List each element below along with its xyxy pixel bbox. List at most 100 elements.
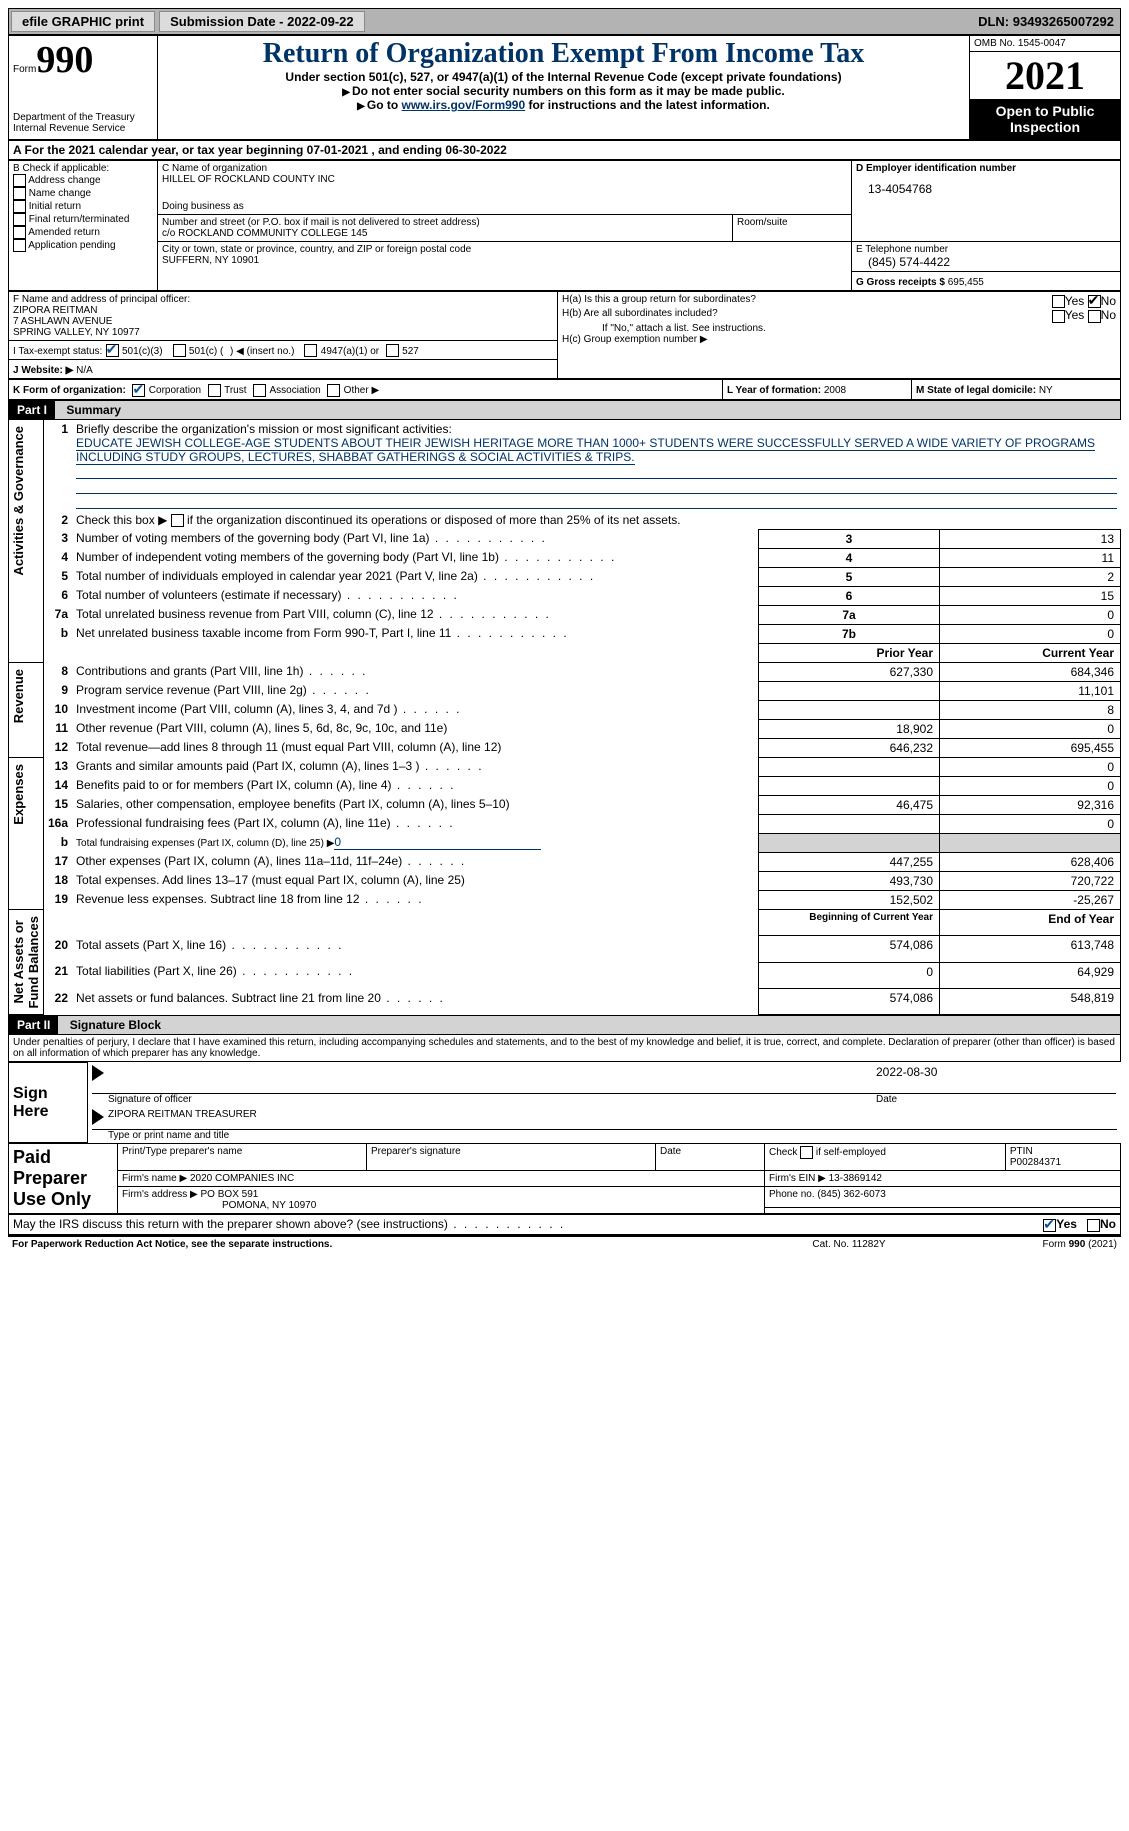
ha-yes[interactable] — [1052, 295, 1065, 308]
website-value: N/A — [73, 365, 92, 376]
city-label: City or town, state or province, country… — [162, 244, 847, 255]
submission-date: 2022-09-22 — [287, 14, 354, 29]
firm-addr1: PO BOX 591 — [201, 1189, 259, 1200]
dln-value: 93493265007292 — [1013, 14, 1114, 29]
row-7b: bNet unrelated business taxable income f… — [9, 624, 1121, 643]
chk-501c3[interactable] — [106, 344, 119, 357]
chk-pending[interactable] — [13, 239, 26, 252]
street-label: Number and street (or P.O. box if mail i… — [162, 217, 728, 228]
val-7b: 0 — [940, 624, 1121, 643]
dept-treasury: Department of the Treasury Internal Reve… — [13, 112, 153, 134]
prep-sig-label: Preparer's signature — [367, 1144, 656, 1171]
vtab-netassets: Net Assets or Fund Balances — [9, 909, 44, 1014]
d-label: D Employer identification number — [856, 163, 1016, 174]
goto-prefix: Go to — [367, 98, 402, 112]
line-2: Check this box ▶ if the organization dis… — [72, 511, 1120, 530]
period-begin: 07-01-2021 — [307, 143, 368, 157]
chk-self-employed[interactable] — [800, 1146, 813, 1159]
hb-yes[interactable] — [1052, 310, 1065, 323]
print-name-label: Print/Type preparer's name — [118, 1144, 367, 1171]
val-7a: 0 — [940, 605, 1121, 624]
hb-label: H(b) Are all subordinates included? — [562, 308, 1052, 322]
mission-text: EDUCATE JEWISH COLLEGE-AGE STUDENTS ABOU… — [76, 436, 1095, 465]
hb-note: If "No," attach a list. See instructions… — [562, 323, 1116, 334]
chk-final[interactable] — [13, 213, 26, 226]
sig-pointer-icon — [92, 1065, 104, 1081]
chk-name[interactable] — [13, 187, 26, 200]
prep-date-label: Date — [656, 1144, 765, 1171]
main-title: Return of Organization Exempt From Incom… — [162, 38, 965, 70]
submission-label: Submission Date - — [170, 14, 287, 29]
room-suite: Room/suite — [733, 215, 852, 242]
fundraising-exp: 0 — [334, 835, 341, 850]
ptin-value: P00284371 — [1010, 1157, 1061, 1168]
chk-4947[interactable] — [304, 344, 317, 357]
part1-title: Summary — [58, 403, 121, 417]
phone-value: (845) 574-4422 — [856, 255, 1116, 269]
ein-value: 13-4054768 — [856, 174, 1116, 196]
tax-year: 2021 — [970, 52, 1120, 99]
section-f: F Name and address of principal officer:… — [9, 292, 558, 341]
subtitle: Under section 501(c), 527, or 4947(a)(1)… — [162, 70, 965, 84]
k-label: K Form of organization: — [13, 385, 126, 396]
section-j: J Website: ▶ N/A — [9, 360, 558, 379]
chk-other[interactable] — [327, 384, 340, 397]
firm-ein: 13-3869142 — [829, 1173, 882, 1184]
sign-here: Sign Here — [9, 1063, 88, 1143]
form-number: 990 — [36, 39, 93, 81]
submission-date-box: Submission Date - 2022-09-22 — [159, 11, 365, 32]
row-rev-header: Prior YearCurrent Year — [9, 643, 1121, 662]
lbl-initial: Initial return — [29, 201, 81, 212]
chk-corp[interactable] — [132, 384, 145, 397]
discuss-no[interactable] — [1087, 1219, 1100, 1232]
section-c-name: C Name of organization HILLEL OF ROCKLAN… — [158, 161, 852, 215]
row-4: 4Number of independent voting members of… — [9, 548, 1121, 567]
chk-initial[interactable] — [13, 200, 26, 213]
period-middle: , and ending — [371, 143, 445, 157]
ha-no[interactable] — [1088, 295, 1101, 308]
hb-no[interactable] — [1088, 310, 1101, 323]
period-prefix: A For the 2021 calendar year, or tax yea… — [13, 143, 307, 157]
chk-trust[interactable] — [208, 384, 221, 397]
form-ref: Form 990 (2021) — [953, 1236, 1121, 1252]
period-end: 06-30-2022 — [445, 143, 506, 157]
section-b: B Check if applicable: Address change Na… — [9, 161, 158, 291]
title-cell: Return of Organization Exempt From Incom… — [158, 36, 970, 140]
goto-suffix: for instructions and the latest informat… — [525, 98, 770, 112]
chk-address[interactable] — [13, 174, 26, 187]
lbl-address: Address change — [28, 175, 100, 186]
irs-link[interactable]: www.irs.gov/Form990 — [402, 98, 526, 112]
line-1-no: 1 — [44, 419, 73, 511]
officer-typed-name: ZIPORA REITMAN TREASURER — [104, 1109, 257, 1129]
val-6: 15 — [940, 586, 1121, 605]
omb-no: OMB No. 1545-0047 — [970, 36, 1120, 52]
chk-501c[interactable] — [173, 344, 186, 357]
dln-box: DLN: 93493265007292 — [972, 12, 1120, 31]
section-i: I Tax-exempt status: 501(c)(3) 501(c) ( … — [9, 341, 558, 360]
row-6: 6Total number of volunteers (estimate if… — [9, 586, 1121, 605]
row-5: 5Total number of individuals employed in… — [9, 567, 1121, 586]
row-3: 3Number of voting members of the governi… — [9, 529, 1121, 548]
part1-header: Part I — [9, 401, 55, 419]
f-label: F Name and address of principal officer: — [13, 294, 553, 305]
paid-preparer: Paid Preparer Use Only — [9, 1144, 118, 1214]
sig-officer-label: Signature of officer — [92, 1094, 876, 1105]
chk-discontinued[interactable] — [171, 514, 184, 527]
section-k: K Form of organization: Corporation Trus… — [9, 380, 723, 399]
row-7a: 7aTotal unrelated business revenue from … — [9, 605, 1121, 624]
declaration: Under penalties of perjury, I declare th… — [9, 1035, 1121, 1062]
form-id-cell: Form990 Department of the Treasury Inter… — [9, 36, 158, 140]
vtab-revenue: Revenue — [9, 662, 44, 757]
j-label: J Website: ▶ — [13, 365, 73, 376]
lbl-amended: Amended return — [28, 227, 100, 238]
firm-addr-row: Firm's address ▶ PO BOX 591 POMONA, NY 1… — [118, 1187, 765, 1214]
chk-amended[interactable] — [13, 226, 26, 239]
c-name-label: C Name of organization — [162, 163, 847, 174]
chk-assoc[interactable] — [253, 384, 266, 397]
chk-527[interactable] — [386, 344, 399, 357]
efile-print-button[interactable]: efile GRAPHIC print — [11, 11, 155, 32]
period-row: A For the 2021 calendar year, or tax yea… — [9, 141, 1121, 160]
section-c-city: City or town, state or province, country… — [158, 242, 852, 291]
discuss-yes[interactable] — [1043, 1219, 1056, 1232]
line-2-no: 2 — [44, 511, 73, 530]
